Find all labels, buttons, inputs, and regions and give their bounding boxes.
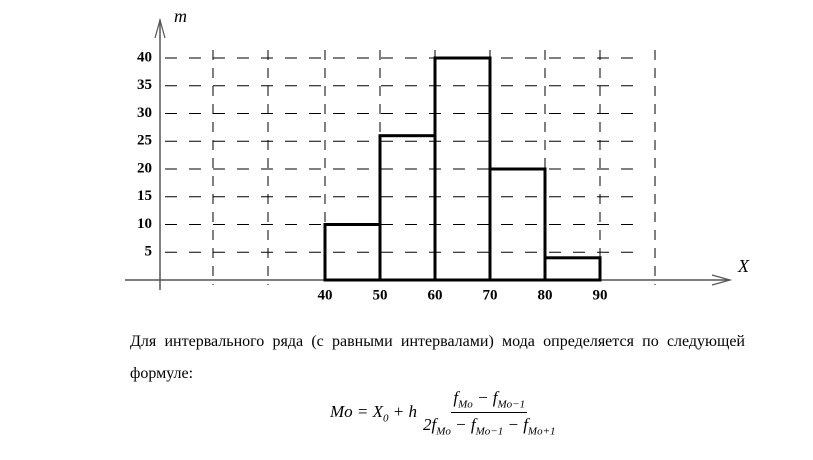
numerator: fMo − fMo−1 <box>451 388 528 414</box>
extra-grid <box>212 50 656 285</box>
y-tick-label: 20 <box>137 160 152 176</box>
bar <box>378 134 437 282</box>
y-tick-label: 35 <box>137 77 152 93</box>
x-axis-label: X <box>737 256 750 276</box>
formula: Mo = X0 + h fMo − fMo−1 2fMo − fMo−1 − f… <box>330 388 558 438</box>
fraction: fMo − fMo−1 2fMo − fMo−1 − fMo+1 <box>421 388 558 438</box>
bar <box>488 167 547 282</box>
histogram: m X 5 10 15 20 25 30 35 40 40 50 60 70 80 90 <box>125 6 750 303</box>
y-tick-label: 40 <box>137 49 152 65</box>
text: Mo−1 <box>497 398 526 411</box>
y-arrow <box>154 17 166 39</box>
text: − f <box>503 415 528 435</box>
text: Mo <box>436 425 451 438</box>
x-tick-label: 80 <box>538 287 553 303</box>
text: Mo <box>458 398 473 411</box>
x-arrow <box>711 274 733 286</box>
x-tick-label: 50 <box>373 287 388 303</box>
denominator: 2fMo − fMo−1 − fMo+1 <box>421 413 558 437</box>
text: Mo = X <box>330 401 384 421</box>
text: Mo−1 <box>475 425 504 438</box>
text: f <box>453 388 459 407</box>
paragraph: Для интервального ряда (с равными интерв… <box>130 333 745 382</box>
text: − f <box>450 415 476 435</box>
y-tick-label: 10 <box>137 216 152 232</box>
x-tick-label: 90 <box>593 287 608 303</box>
text: Mo+1 <box>527 425 556 438</box>
text: 2f <box>423 415 437 435</box>
y-tick-label: 15 <box>137 188 152 204</box>
x-tick-label: 40 <box>318 287 333 303</box>
text: 0 <box>383 412 389 425</box>
y-tick-label: 25 <box>137 133 152 149</box>
y-tick-label: 5 <box>145 244 153 260</box>
x-tick-label: 70 <box>483 287 498 303</box>
x-tick-label: 60 <box>428 287 443 303</box>
y-tick-label: 30 <box>137 105 152 121</box>
text: − f <box>472 388 498 407</box>
formula-lhs: Mo = X0 + h <box>330 402 417 424</box>
text: + h <box>388 401 418 421</box>
y-axis-label: m <box>174 6 187 26</box>
bar <box>543 256 602 282</box>
